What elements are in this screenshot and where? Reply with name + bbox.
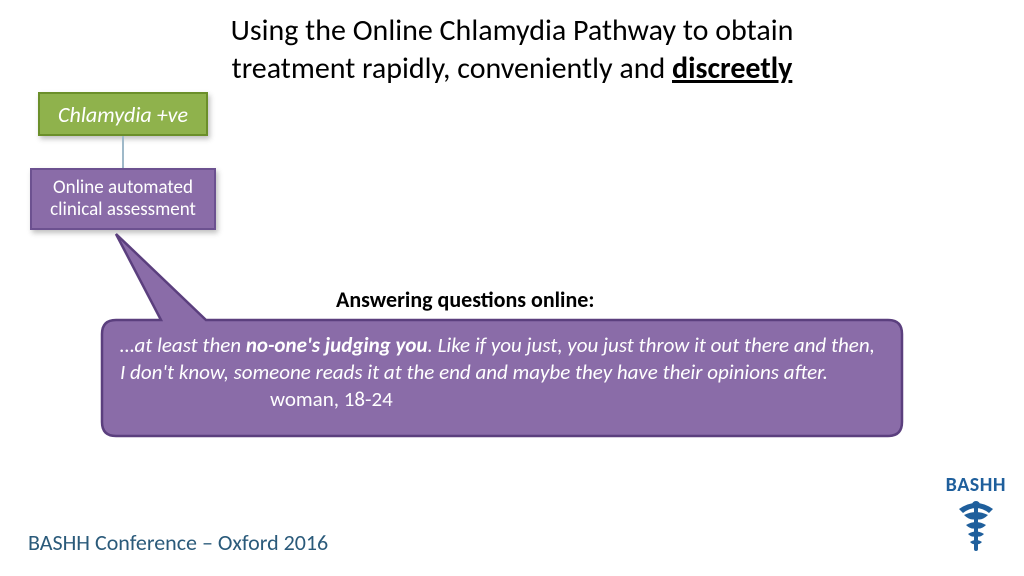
- bashh-logo: BASHH: [946, 473, 1006, 562]
- title-line2-underline: discreetly: [672, 50, 792, 87]
- quote-pre: …at least then: [120, 332, 246, 358]
- quote-attribution: woman, 18-24: [270, 386, 393, 413]
- pathway-box-label: Online automated clinical assessment: [40, 177, 206, 221]
- title-line2-pre: treatment rapidly, conveniently and: [232, 50, 672, 87]
- quote-bold: no-one's judging you: [246, 332, 428, 358]
- pathway-box-assessment: Online automated clinical assessment: [30, 168, 216, 230]
- quote-callout: …at least then no-one's judging you. Lik…: [96, 232, 908, 442]
- connector-line: [122, 136, 124, 168]
- pathway-box-label: Chlamydia +ve: [58, 101, 188, 128]
- footer-text: BASHH Conference – Oxford 2016: [28, 529, 328, 556]
- pathway-box-chlamydia: Chlamydia +ve: [38, 92, 208, 136]
- title-line1: Using the Online Chlamydia Pathway to ob…: [231, 12, 794, 49]
- slide-title: Using the Online Chlamydia Pathway to ob…: [0, 12, 1024, 87]
- logo-text: BASHH: [946, 473, 1006, 497]
- caduceus-icon: [949, 499, 1003, 557]
- quote-text: …at least then no-one's judging you. Lik…: [120, 332, 884, 413]
